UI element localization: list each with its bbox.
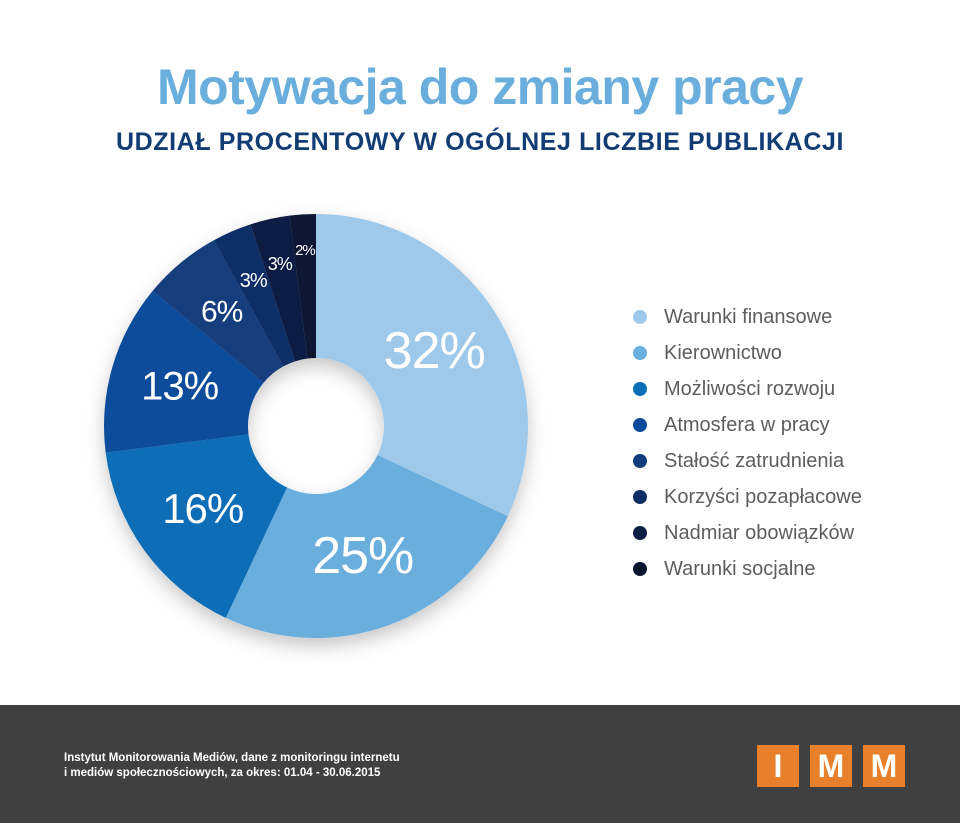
legend-swatch: [633, 382, 647, 396]
slice-label: 3%: [268, 254, 293, 274]
pie-slice: [316, 214, 528, 517]
legend-label: Nadmiar obowiązków: [664, 521, 855, 544]
pie-slice: [289, 214, 316, 359]
pie-slice: [104, 290, 264, 453]
legend-swatch: [633, 526, 647, 540]
legend-item: Warunki socjalne: [633, 551, 862, 587]
legend-swatch: [633, 346, 647, 360]
pie-slice: [152, 240, 284, 383]
logo-letter: M: [810, 745, 852, 787]
slice-label: 16%: [162, 485, 243, 532]
legend-label: Kierownictwo: [664, 341, 782, 364]
logo-letter: M: [863, 745, 905, 787]
legend-label: Stałość zatrudnienia: [664, 449, 845, 472]
legend-swatch: [633, 310, 647, 324]
slice-label: 2%: [295, 242, 315, 259]
chart-legend: Warunki finansowe Kierownictwo Możliwośc…: [633, 299, 862, 587]
legend-swatch: [633, 454, 647, 468]
legend-label: Warunki finansowe: [664, 305, 833, 328]
pie-slice: [213, 224, 295, 367]
legend-swatch: [633, 418, 647, 432]
slice-label: 13%: [141, 364, 218, 408]
source-note: Instytut Monitorowania Mediów, dane z mo…: [64, 751, 484, 781]
pie-slice: [225, 454, 508, 638]
legend-item: Nadmiar obowiązków: [633, 515, 862, 551]
legend-label: Korzyści pozapłacowe: [664, 485, 862, 508]
chart-title: Motywacja do zmiany pracy: [156, 59, 804, 115]
donut-chart: 32%25%16%13%6%3%3%2%: [104, 214, 528, 638]
chart-subtitle: UDZIAŁ PROCENTOWY W OGÓLNEJ LICZBIE PUBL…: [115, 128, 845, 156]
pie-slice: [105, 434, 288, 618]
slice-label: 6%: [201, 295, 243, 328]
legend-item: Warunki finansowe: [633, 299, 862, 335]
legend-item: Atmosfera w pracy: [633, 407, 862, 443]
legend-swatch: [633, 490, 647, 504]
slice-label: 32%: [384, 322, 485, 380]
legend-label: Warunki socjalne: [664, 557, 816, 580]
pie-slice: [250, 215, 308, 362]
imm-logo: I M M: [757, 745, 905, 787]
legend-item: Kierownictwo: [633, 335, 862, 371]
legend-item: Stałość zatrudnienia: [633, 443, 862, 479]
legend-swatch: [633, 562, 647, 576]
source-line-2: i mediów społecznościowych, za okres: 01…: [64, 767, 381, 779]
source-line-1: Instytut Monitorowania Mediów, dane z mo…: [64, 752, 400, 764]
logo-letter: I: [757, 745, 799, 787]
legend-label: Możliwości rozwoju: [664, 377, 836, 400]
legend-item: Możliwości rozwoju: [633, 371, 862, 407]
slice-label: 25%: [312, 527, 413, 585]
legend-label: Atmosfera w pracy: [664, 413, 830, 436]
slice-label: 3%: [240, 270, 268, 292]
legend-item: Korzyści pozapłacowe: [633, 479, 862, 515]
footer-bar: Instytut Monitorowania Mediów, dane z mo…: [0, 705, 960, 823]
